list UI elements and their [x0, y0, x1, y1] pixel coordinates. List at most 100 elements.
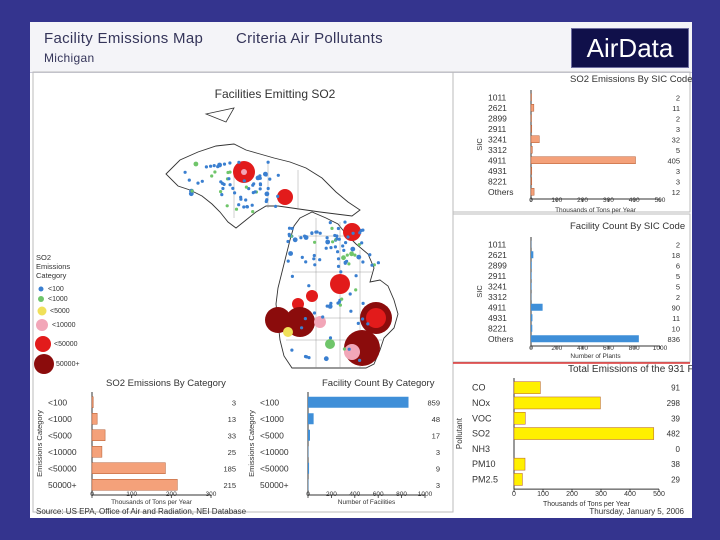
facility-marker[interactable] [292, 298, 304, 310]
data-label: 2 [676, 114, 680, 123]
facility-marker[interactable] [325, 339, 335, 349]
category-label: NH3 [472, 444, 490, 454]
facility-dot [234, 207, 239, 211]
data-label: 3 [676, 177, 680, 186]
chart-total-emissions: Total Emissions of the 931 Facilities CO 9… [455, 364, 692, 508]
data-label: 3 [676, 125, 680, 134]
data-label: 5 [676, 146, 680, 155]
date-stamp: Thursday, January 5, 2006 [589, 507, 684, 516]
data-label: 29 [671, 475, 680, 484]
facility-dot [338, 303, 342, 307]
facility-dot [276, 194, 280, 198]
facility-dot [358, 358, 362, 362]
legend-title-line: Emissions [36, 262, 70, 271]
facility-dot [336, 250, 340, 254]
category-label: PM2.5 [472, 474, 498, 484]
x-tick-label: 0 [529, 345, 533, 352]
category-label: 8221 [488, 323, 507, 333]
data-label: 18 [672, 251, 680, 260]
facility-marker[interactable] [306, 290, 318, 302]
facility-marker[interactable] [285, 307, 315, 337]
facility-dot [304, 260, 308, 264]
facility-dot [312, 257, 316, 261]
category-label: <1000 [48, 414, 72, 424]
legend-label: <50000 [54, 341, 78, 348]
facility-marker[interactable] [314, 316, 326, 328]
facility-marker[interactable] [241, 169, 247, 175]
y-axis-label: SIC [475, 138, 484, 151]
facility-dot [340, 297, 344, 301]
category-label: 8221 [488, 176, 507, 186]
facility-dot [264, 199, 268, 204]
facility-dot [287, 226, 292, 230]
facility-dot [312, 311, 317, 315]
facility-marker[interactable] [343, 223, 361, 241]
facility-dot [361, 301, 365, 305]
facility-dot [287, 234, 292, 238]
category-label: 4911 [488, 155, 507, 165]
facility-dot [303, 354, 308, 359]
facility-dot [349, 309, 353, 313]
bar [531, 335, 639, 343]
facility-dot [344, 241, 348, 245]
facility-dot [237, 160, 241, 164]
facility-dot [342, 248, 346, 252]
facility-dot [290, 348, 294, 352]
bar [91, 462, 166, 474]
bar [513, 427, 655, 440]
facility-marker[interactable] [330, 274, 350, 294]
bar [308, 462, 310, 474]
data-label: 33 [228, 431, 236, 440]
bar [531, 272, 532, 280]
x-tick-label: 300 [595, 491, 607, 498]
facility-dot [343, 260, 347, 264]
facility-dot [360, 241, 364, 245]
facility-dot [354, 274, 358, 278]
facility-dot [349, 251, 354, 257]
facility-dot [339, 270, 343, 274]
page-title: Facility Emissions Map [44, 30, 204, 47]
facility-dot [219, 190, 223, 194]
chart-so2-by-sic: SO2 Emissions By SIC Code 1011 2 2621 11 2899… [475, 74, 692, 214]
facility-dot [361, 317, 365, 321]
bar [530, 114, 532, 122]
facility-dot [290, 274, 294, 278]
bar [91, 479, 178, 491]
y-axis-label: Emissions Category [247, 410, 256, 477]
category-label: <5000 [48, 430, 72, 440]
facility-dot [343, 220, 347, 224]
facility-dot [351, 231, 355, 235]
facility-marker[interactable] [344, 344, 360, 360]
facility-marker[interactable] [283, 327, 293, 337]
facility-marker[interactable] [277, 189, 293, 205]
bar [308, 429, 310, 441]
bar [513, 396, 601, 410]
facility-dot [228, 161, 232, 165]
category-label: VOC [472, 413, 492, 423]
facility-dot [347, 262, 351, 266]
facility-marker[interactable] [366, 308, 386, 328]
facility-dot [376, 261, 380, 265]
bar [513, 473, 523, 486]
facility-dot [221, 186, 225, 191]
chart-count-by-sic: Facility Count By SIC Code 1011 2 2621 18 289… [475, 221, 685, 360]
facility-dot [313, 240, 317, 244]
facility-dot [276, 173, 280, 177]
category-label: <5000 [260, 430, 284, 440]
facility-marker[interactable] [265, 307, 291, 333]
facility-dot [227, 177, 231, 181]
legend-label: 50000+ [56, 361, 80, 368]
facility-dot [325, 239, 331, 245]
legend-swatch [37, 306, 47, 316]
facility-dot [346, 235, 350, 239]
facility-dot [210, 174, 214, 178]
facility-dot [318, 258, 322, 262]
data-label: 17 [432, 431, 440, 440]
data-label: 215 [223, 481, 236, 490]
facility-dot [190, 189, 194, 193]
data-label: 10 [672, 324, 680, 333]
data-label: 32 [672, 135, 680, 144]
data-label: 482 [667, 430, 681, 439]
facility-dot [314, 230, 318, 234]
facility-dot [313, 263, 317, 267]
